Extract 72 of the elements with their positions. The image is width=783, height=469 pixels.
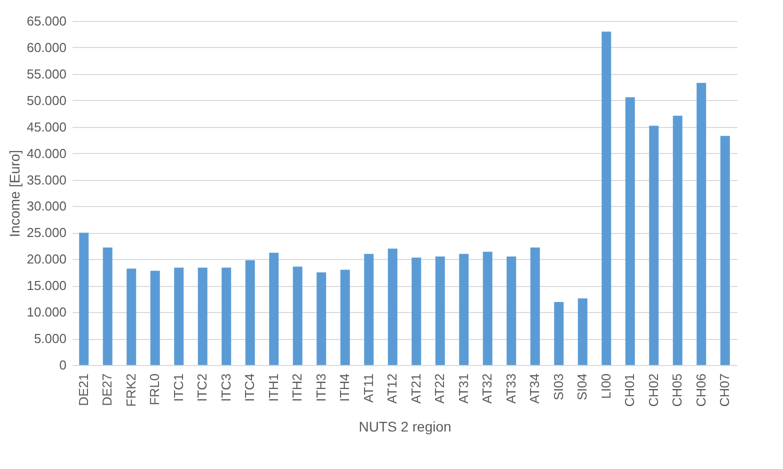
x-tick-label: LI00 (598, 374, 614, 399)
y-tick-label: 50.000 (26, 92, 66, 108)
x-tick-label: AT12 (384, 374, 400, 404)
x-tick-label: ITC2 (194, 374, 210, 402)
bar (269, 252, 279, 365)
bar (578, 298, 588, 365)
x-tick-label: CH02 (646, 374, 661, 407)
y-tick-label: 30.000 (26, 198, 66, 214)
bar (554, 302, 564, 365)
bar (696, 82, 706, 365)
bar (720, 136, 730, 365)
bar (388, 248, 398, 365)
y-tick-label: 45.000 (26, 119, 66, 134)
bar (459, 254, 469, 365)
x-tick-label: ITC3 (218, 374, 234, 402)
x-axis-title: NUTS 2 region (358, 418, 452, 435)
y-tick-label: 0 (59, 358, 66, 372)
y-tick-label: 20.000 (26, 252, 66, 267)
x-tick-label: AT31 (456, 374, 471, 404)
y-tick-label: 65.000 (26, 14, 66, 28)
x-tick-label: ITC1 (170, 374, 186, 402)
bar (174, 268, 184, 365)
bar (602, 32, 612, 365)
bar (530, 248, 540, 365)
x-tick-label: SI04 (574, 374, 590, 400)
x-tick-label: CH06 (693, 374, 708, 407)
bar (649, 126, 659, 365)
x-tick-label: DE27 (100, 374, 115, 406)
x-tick-label: ITC4 (242, 374, 258, 402)
y-tick-label: 10.000 (26, 304, 66, 320)
x-tick-label: CH01 (622, 374, 638, 407)
y-tick-label: 15.000 (26, 278, 66, 294)
bar (222, 268, 232, 365)
x-tick-label: AT34 (527, 374, 542, 404)
x-tick-label: DE21 (76, 374, 91, 406)
bar (412, 258, 422, 365)
y-axis-title: Income [Euro] (6, 150, 23, 238)
x-tick-label: AT33 (503, 374, 518, 404)
bar (435, 256, 445, 365)
y-tick-label: 55.000 (26, 66, 66, 82)
x-tick-label: AT11 (360, 374, 376, 403)
x-tick-label: ITH3 (313, 374, 328, 402)
x-tick-label: ITH2 (290, 374, 305, 402)
bar (364, 254, 374, 365)
x-tick-label: ITH4 (337, 374, 352, 402)
bar (79, 232, 89, 365)
x-tick-label: SI03 (550, 374, 566, 400)
bar (102, 248, 112, 365)
x-tick-label: CH07 (717, 374, 732, 407)
bar (625, 97, 635, 365)
x-tick-label: FRK2 (123, 374, 138, 407)
y-tick-label: 40.000 (26, 146, 66, 161)
bar (482, 252, 492, 365)
bar (198, 268, 208, 365)
y-tick-label: 25.000 (26, 225, 66, 240)
bar (245, 260, 255, 365)
x-tick-label: AT21 (408, 374, 424, 404)
y-tick-label: 35.000 (26, 172, 66, 188)
x-tick-label: CH05 (670, 374, 685, 407)
bar (292, 266, 302, 365)
y-tick-label: 60.000 (26, 40, 66, 55)
bar (150, 270, 160, 365)
x-tick-label: AT22 (432, 374, 448, 404)
x-tick-label: ITH1 (266, 374, 281, 402)
x-tick-label: FRL0 (147, 374, 162, 406)
bar (672, 116, 682, 365)
bar (316, 272, 326, 365)
bar (506, 256, 516, 365)
bar (126, 268, 136, 365)
bar (340, 270, 350, 365)
y-tick-label: 5.000 (34, 331, 66, 346)
x-tick-label: AT32 (480, 374, 495, 404)
